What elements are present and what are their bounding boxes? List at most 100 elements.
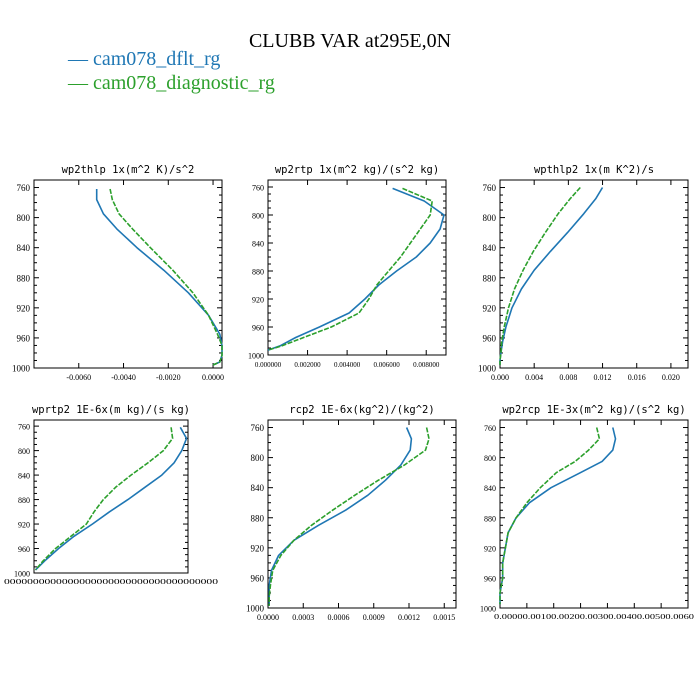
series-line-diagnostic: [499, 186, 581, 365]
y-tick-label: 880: [483, 273, 497, 283]
panel-title: rcp2 1E-6x(kg^2)/(kg^2): [289, 404, 434, 416]
x-tick-label: 0.004000: [334, 361, 361, 369]
panel-title: wprtp2 1E-6x(m kg)/(s kg): [32, 404, 190, 416]
y-tick-label: 1000: [246, 604, 265, 614]
y-tick-label: 760: [18, 423, 30, 432]
x-tick-label: 0.0003: [292, 613, 314, 622]
figure-title: CLUBB VAR at295E,0N: [248, 30, 452, 52]
series-line-dflt: [499, 427, 617, 605]
y-tick-label: 920: [18, 521, 30, 530]
plot-frame: [499, 419, 689, 609]
y-tick-label: 880: [18, 496, 30, 505]
y-tick-label: 880: [252, 268, 264, 277]
y-tick-label: 920: [484, 544, 496, 553]
y-tick-label: 760: [17, 183, 31, 193]
x-tick-label: 0.016: [628, 373, 646, 382]
y-tick-label: 1000: [480, 605, 496, 614]
panel-2: wp2rtp 1x(m^2 kg)/(s^2 kg) 760 800 840 880 92…: [248, 164, 447, 369]
panel-title: wp2thlp 1x(m^2 K)/s^2: [62, 164, 195, 176]
legend-entry-dflt: — cam078_dflt_rg: [68, 48, 220, 71]
y-tick-label: 920: [483, 303, 497, 313]
y-tick-label: 840: [251, 483, 265, 493]
y-tick-label: 800: [18, 447, 30, 456]
y-tick-label: 960: [483, 333, 497, 343]
series-line-diagnostic: [499, 427, 601, 605]
plot-frame: [499, 179, 689, 369]
panel-5: rcp2 1E-6x(kg^2)/(kg^2) 760 800 840 880 920 96…: [246, 404, 457, 622]
x-tick-label: 0.002000: [294, 361, 321, 369]
series-line-diagnostic: [34, 427, 174, 571]
legend-swatch-dflt: —: [68, 48, 88, 70]
plot-frame: [267, 419, 457, 609]
panel-title: wpthlp2 1x(m K^2)/s: [534, 164, 654, 176]
x-tick-label: -0.0060: [66, 373, 91, 382]
panel-title: wp2rcp 1E-3x(m^2 kg)/(s^2 kg): [502, 404, 685, 416]
y-tick-label: 800: [252, 212, 264, 221]
y-tick-label: 760: [483, 183, 497, 193]
y-tick-label: 1000: [14, 570, 30, 579]
y-tick-label: 960: [251, 573, 265, 583]
panel-6: wp2rcp 1E-3x(m^2 kg)/(s^2 kg) 760 800 840 88…: [480, 404, 695, 621]
y-tick-label: 920: [251, 543, 265, 553]
plot-frame: [33, 179, 223, 369]
x-tick-labels: 0000000000000000000000000000000000000: [4, 578, 219, 586]
x-tick-label: 0.020: [662, 373, 680, 382]
x-tick-label: 0.0000: [202, 373, 224, 382]
y-tick-label: 840: [17, 243, 31, 253]
y-tick-label: 1000: [12, 364, 31, 374]
y-tick-label: 920: [252, 296, 264, 305]
x-tick-label: 0.0015: [433, 613, 455, 622]
y-tick-label: 800: [251, 453, 265, 463]
series-line-dflt: [267, 187, 445, 351]
x-tick-label: 0.006000: [374, 361, 401, 369]
series-line-diagnostic: [268, 427, 430, 606]
x-tick-label: 0.008000: [413, 361, 440, 369]
plot-frame: [33, 419, 189, 574]
panel-4: wprtp2 1E-6x(m kg)/(s kg)760 800 840 880 920…: [4, 404, 219, 586]
y-tick-label: 960: [484, 574, 496, 583]
y-tick-label: 760: [252, 184, 264, 193]
y-tick-label: 800: [483, 213, 497, 223]
legend-label-dflt: cam078_dflt_rg: [93, 48, 221, 70]
series-line-dflt: [499, 187, 604, 365]
y-tick-label: 880: [17, 273, 31, 283]
y-tick-label: 1000: [248, 352, 264, 361]
y-tick-label: 880: [484, 514, 496, 523]
x-tick-label: 0.000000: [255, 361, 282, 369]
x-tick-label: 0.0012: [398, 613, 420, 622]
y-tick-label: 920: [17, 303, 31, 313]
plot-frame: [267, 179, 447, 356]
series-line-dflt: [95, 189, 223, 366]
legend-swatch-diagnostic: —: [68, 72, 88, 94]
panel-1: wp2thlp 1x(m^2 K)/s^2 760 800 840 880 920 960 1…: [12, 164, 224, 382]
x-tick-label: 0.0000: [257, 613, 279, 622]
y-tick-label: 760: [484, 424, 496, 433]
legend-entry-diagnostic: — cam078_diagnostic_rg: [68, 72, 275, 95]
x-tick-label: -0.0020: [156, 373, 181, 382]
legend-label-diagnostic: cam078_diagnostic_rg: [93, 72, 275, 94]
x-tick-label: 0.0006: [328, 613, 350, 622]
y-tick-label: 840: [484, 484, 496, 493]
x-tick-labels: 0.00000.00100.00200.00300.00400.00500.00…: [494, 613, 695, 621]
y-tick-label: 960: [18, 545, 30, 554]
y-tick-label: 840: [252, 240, 264, 249]
x-tick-label: -0.0040: [111, 373, 136, 382]
y-tick-label: 840: [18, 472, 30, 481]
y-tick-label: 760: [251, 423, 265, 433]
x-tick-label: 0.000: [491, 373, 509, 382]
y-tick-label: 800: [484, 454, 496, 463]
y-tick-label: 960: [252, 324, 264, 333]
panel-title: wp2rtp 1x(m^2 kg)/(s^2 kg): [275, 164, 439, 176]
y-tick-label: 880: [251, 513, 265, 523]
x-tick-label: 0.008: [559, 373, 577, 382]
y-tick-label: 840: [483, 243, 497, 253]
x-tick-label: 0.004: [525, 373, 543, 382]
panel-3: wpthlp2 1x(m K^2)/s 760 800 840 880 920 960 100…: [478, 164, 689, 382]
series-line-dflt: [34, 426, 188, 571]
y-tick-label: 1000: [478, 364, 497, 374]
x-tick-label: 0.0009: [363, 613, 385, 622]
series-line-diagnostic: [267, 187, 434, 351]
series-line-diagnostic: [109, 188, 223, 366]
